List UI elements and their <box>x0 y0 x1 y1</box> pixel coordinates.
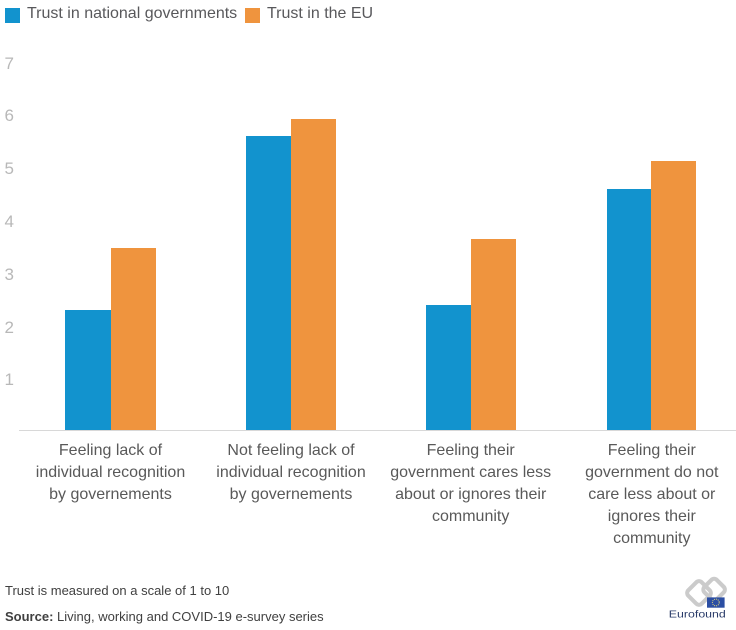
svg-text:Eurofound: Eurofound <box>669 610 726 621</box>
